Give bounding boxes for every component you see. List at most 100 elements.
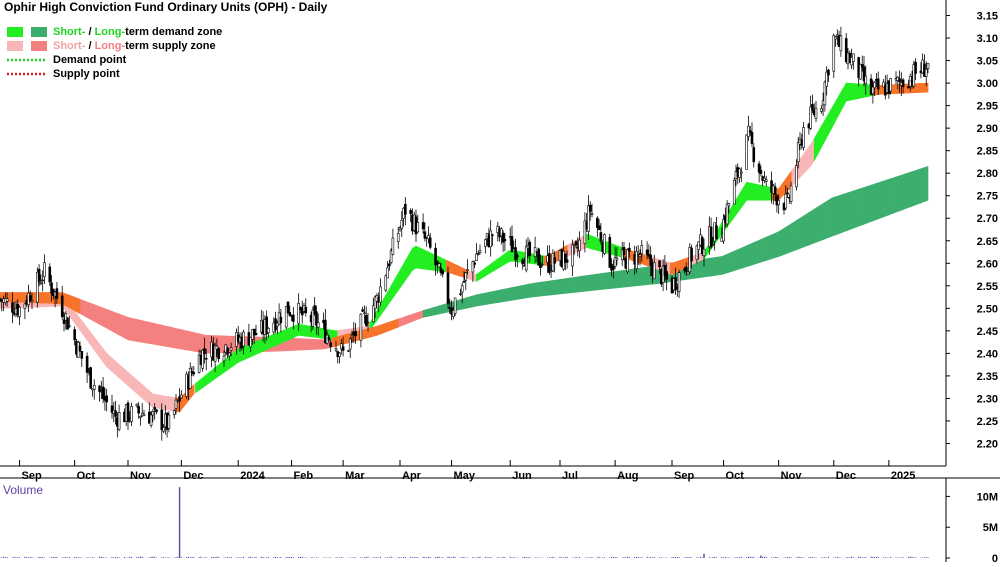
price-bar	[491, 233, 494, 246]
price-bar	[315, 305, 318, 335]
short-term-zone-segment	[842, 81, 847, 108]
long-term-zone-segment	[99, 306, 104, 327]
long-term-zone-segment	[746, 243, 751, 268]
long-term-zone-segment	[177, 328, 182, 350]
price-bar	[254, 324, 258, 336]
price-bar	[571, 239, 574, 277]
price-bar	[204, 348, 208, 371]
long-term-zone-segment	[419, 310, 424, 320]
long-term-zone-segment	[81, 299, 86, 317]
price-bar	[832, 33, 836, 79]
overlap-zone-segment	[778, 183, 783, 201]
long-term-zone-segment	[796, 217, 801, 251]
x-tick-label: Oct	[77, 470, 96, 482]
price-bar	[313, 297, 316, 316]
long-term-zone-segment	[717, 256, 723, 276]
long-term-zone-segment	[810, 208, 815, 245]
price-bar	[471, 260, 475, 282]
price-bar	[763, 171, 766, 184]
long-term-zone-segment	[909, 170, 915, 208]
price-bar	[521, 257, 524, 270]
short-term-zone-segment	[138, 380, 143, 399]
long-term-zone-segment	[550, 279, 555, 296]
y-tick-label: 2.95	[977, 101, 998, 113]
long-term-zone-segment	[522, 284, 527, 299]
long-term-zone-segment	[319, 339, 324, 350]
price-bar	[700, 235, 704, 256]
price-bar	[404, 197, 407, 226]
legend-swatch	[31, 41, 47, 51]
long-term-zone-segment	[924, 166, 929, 202]
short-term-zone-segment	[131, 374, 136, 393]
overlap-zone-segment	[17, 292, 22, 303]
price-bar	[460, 282, 464, 304]
long-term-zone-segment	[415, 311, 420, 321]
long-term-zone-segment	[643, 266, 648, 286]
price-bar	[423, 222, 427, 242]
price-bar	[873, 81, 876, 97]
long-term-zone-segment	[554, 279, 559, 295]
long-term-zone-segment	[749, 242, 755, 266]
price-bar	[697, 241, 700, 260]
price-bar	[834, 35, 837, 47]
legend-swatch	[7, 41, 23, 51]
price-bar	[825, 66, 828, 96]
short-term-zone-segment	[284, 328, 289, 343]
long-term-zone-segment	[444, 302, 449, 314]
long-term-zone-segment	[895, 175, 900, 213]
short-term-zone-segment	[717, 221, 723, 241]
short-term-zone-segment	[728, 204, 733, 226]
price-bar	[711, 236, 715, 246]
price-bar	[784, 185, 788, 211]
long-term-zone-segment	[892, 176, 897, 214]
overlap-zone-segment	[925, 82, 929, 93]
price-bar	[912, 60, 916, 89]
overlap-zone-segment	[669, 262, 675, 275]
x-tick-label: Nov	[781, 470, 803, 482]
long-term-zone-segment	[863, 185, 868, 225]
price-bar	[759, 165, 763, 177]
price-bar	[60, 285, 64, 320]
short-term-zone-segment	[479, 268, 484, 280]
long-term-zone-segment	[614, 270, 619, 289]
long-term-zone-segment	[181, 329, 186, 351]
price-bar	[564, 253, 567, 271]
short-term-zone-segment	[405, 253, 410, 282]
price-bar	[882, 79, 885, 88]
short-term-zone-segment	[383, 290, 388, 312]
price-bar	[786, 187, 789, 199]
price-bar	[160, 403, 164, 441]
price-bar	[389, 248, 393, 265]
price-bar	[599, 222, 603, 245]
long-term-zone-segment	[589, 274, 595, 292]
x-tick-label: Oct	[726, 470, 745, 482]
price-bar	[750, 122, 754, 148]
long-term-zone-segment	[575, 276, 580, 293]
long-term-zone-segment	[312, 338, 317, 350]
short-term-zone-segment	[280, 329, 285, 344]
short-term-zone-segment	[497, 255, 502, 270]
short-term-zone-segment	[273, 332, 278, 347]
short-term-zone-segment	[127, 371, 132, 390]
long-term-zone-segment	[159, 324, 164, 347]
long-term-zone-segment	[621, 269, 627, 288]
price-bar	[596, 216, 599, 237]
price-bar	[36, 267, 39, 308]
long-term-zone-segment	[604, 272, 609, 290]
long-term-zone-segment	[831, 196, 836, 237]
price-bar	[178, 388, 181, 412]
short-term-zone-segment	[849, 83, 854, 101]
short-term-zone-segment	[109, 355, 115, 374]
short-term-zone-segment	[486, 263, 491, 276]
overlap-zone-segment	[21, 292, 26, 303]
short-term-zone-segment	[117, 362, 122, 381]
long-term-zone-segment	[867, 184, 872, 224]
y-tick-label: 2.85	[977, 146, 998, 158]
y-tick-label: 2.55	[977, 281, 998, 293]
short-term-zone-segment	[476, 271, 481, 282]
short-term-zone-segment	[113, 358, 118, 377]
overlap-zone-segment	[332, 336, 337, 348]
price-bars-layer	[0, 26, 930, 441]
price-bar	[628, 242, 631, 258]
